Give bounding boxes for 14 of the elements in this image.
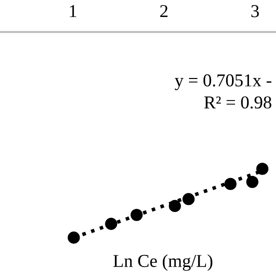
point <box>256 162 268 175</box>
text: R² = 0.98 <box>204 96 272 109</box>
point <box>105 218 118 230</box>
point <box>224 178 237 190</box>
point <box>130 208 143 221</box>
x-tick-label: 3 <box>251 5 259 18</box>
point <box>246 176 258 188</box>
point <box>68 232 80 244</box>
x-axis-title: Ln Ce (mg/L) <box>113 254 212 271</box>
point <box>168 200 181 212</box>
text: y = 0.7051x - <box>174 74 272 90</box>
x-tick-label: 2 <box>160 5 168 18</box>
point <box>182 193 195 206</box>
x-tick-label: 1 <box>70 5 76 18</box>
